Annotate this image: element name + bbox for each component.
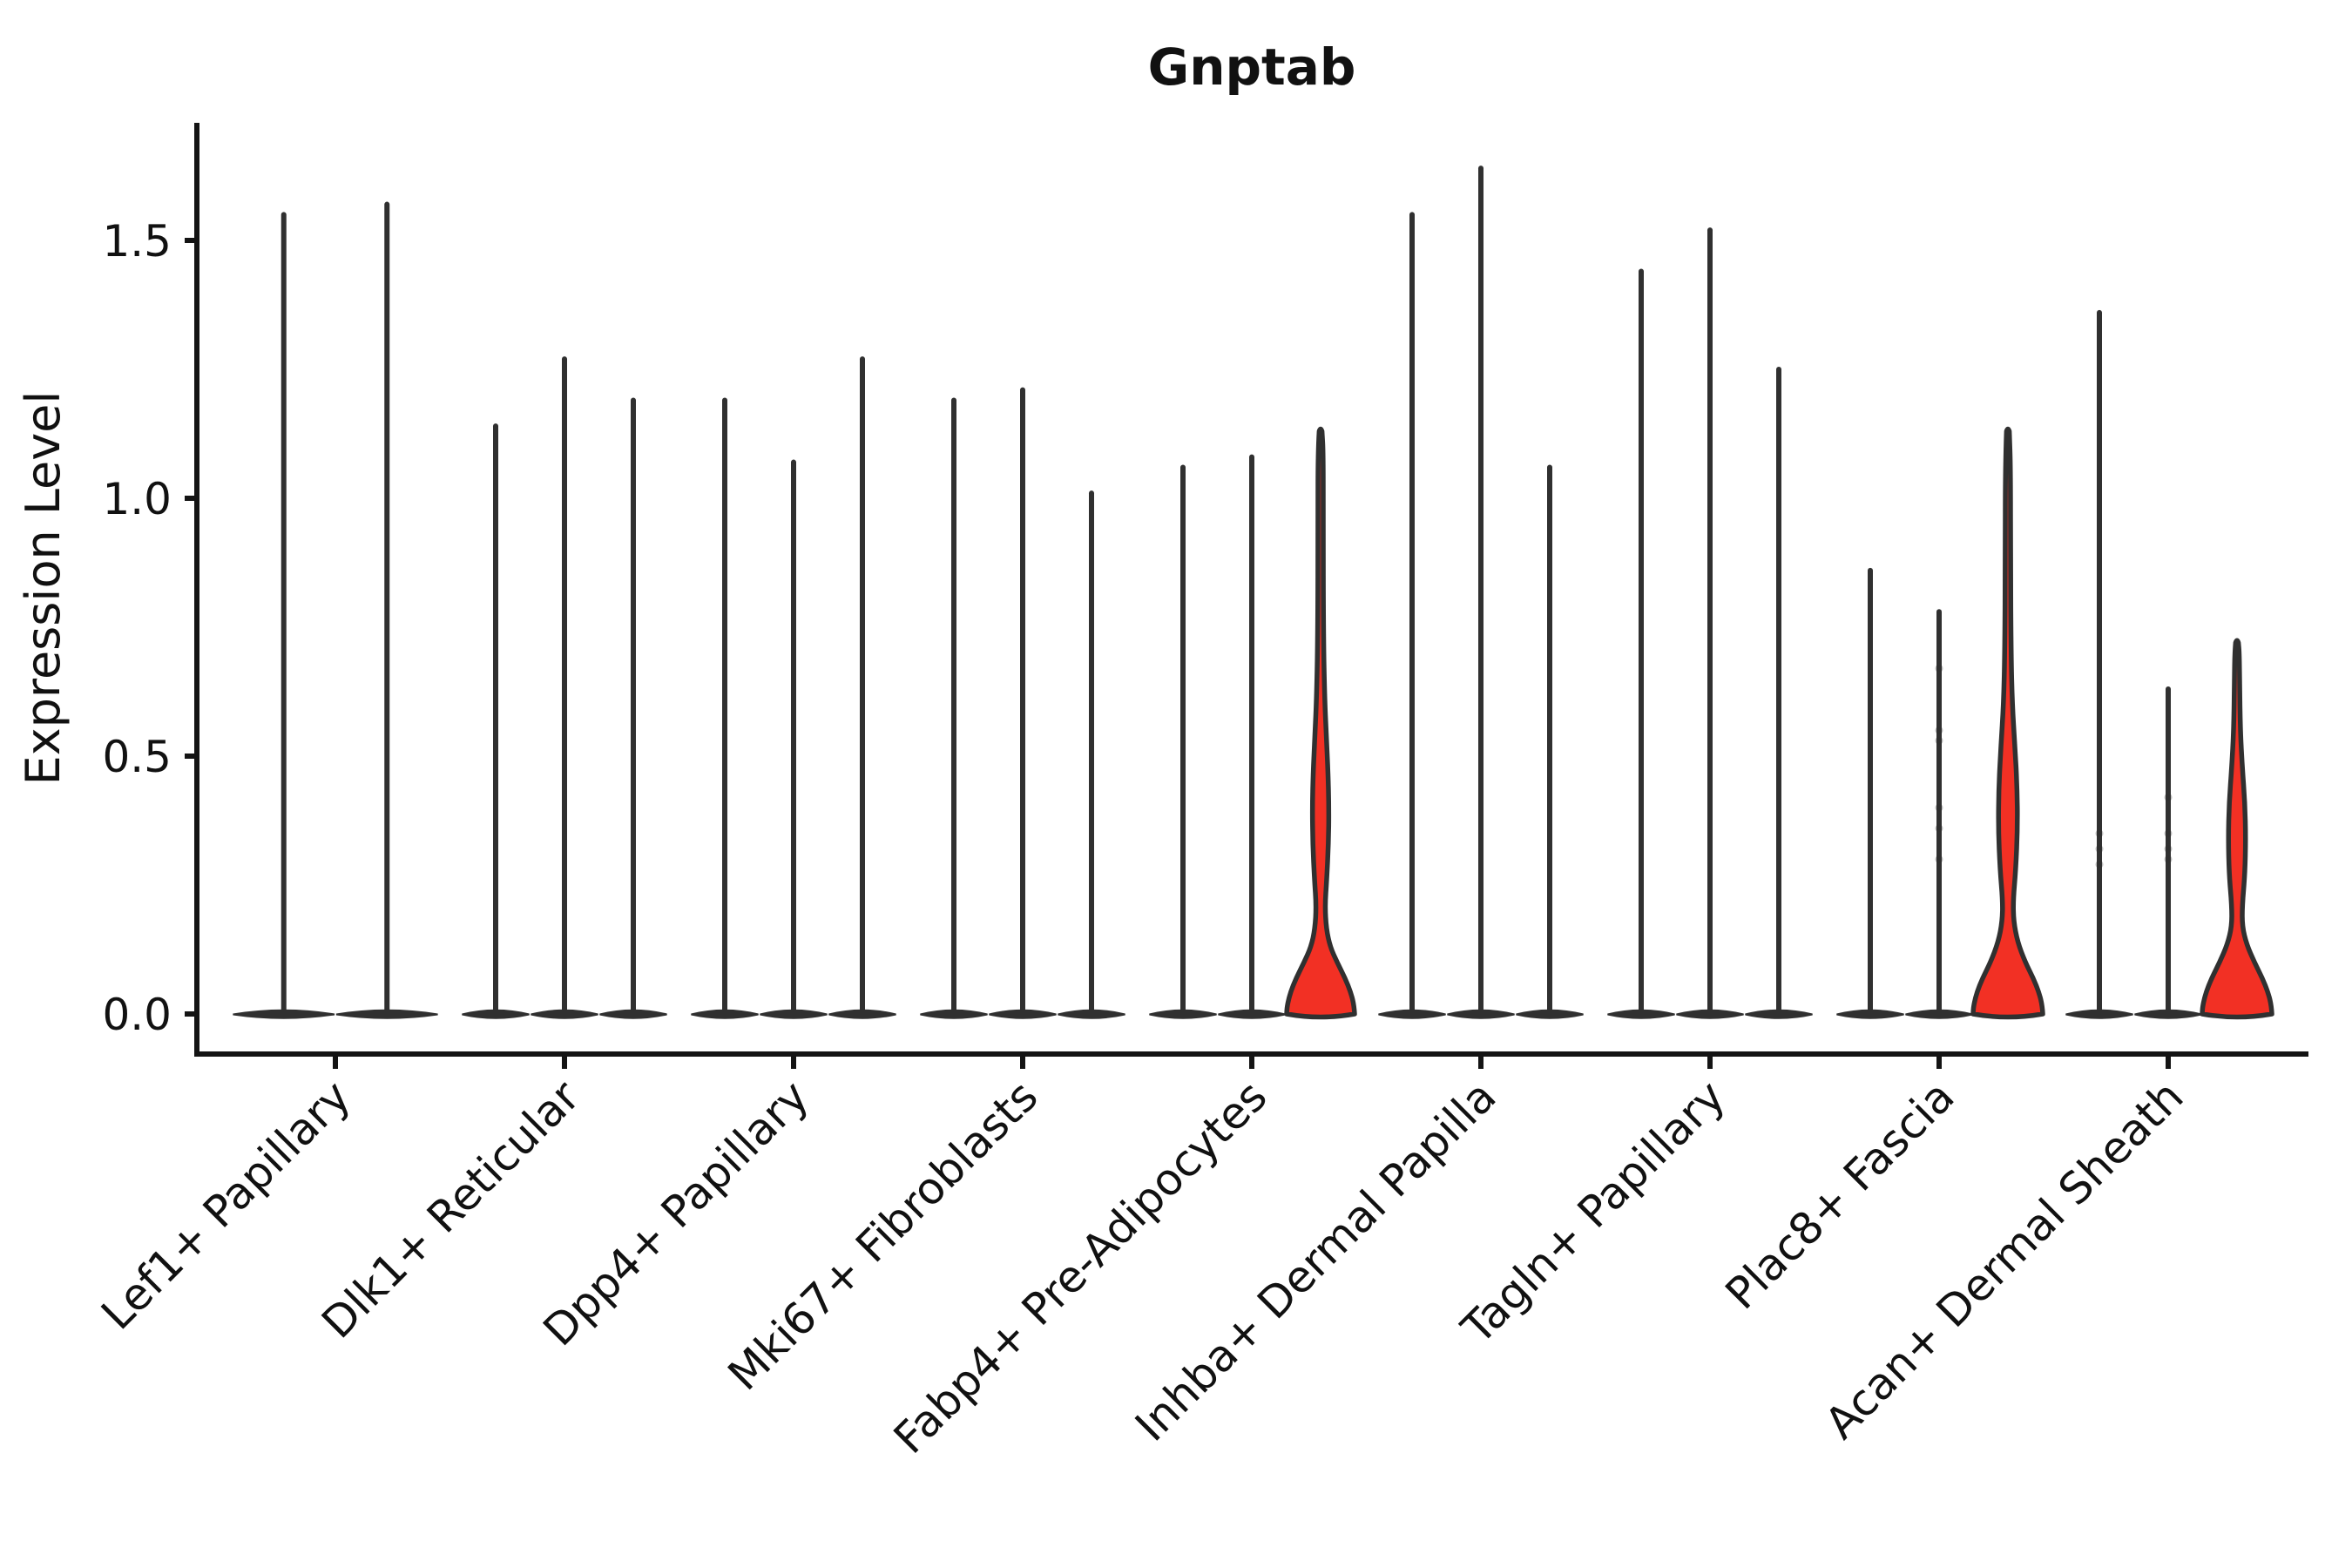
jitter-point [2095,845,2104,854]
jitter-point [1935,855,1943,863]
jitter-point [2164,855,2173,863]
jitter-point [2164,829,2173,838]
violin-4-2-highlighted [1284,426,1357,1020]
chart-title: Gnptab [1148,37,1356,97]
jitter-point [1935,736,1943,745]
jitter-point [2164,793,2173,801]
y-tick-label: 1.5 [102,216,172,267]
y-axis-label: Expression Level [16,391,71,786]
jitter-point [1935,664,1943,672]
jitter-points-layer [1935,664,2173,868]
y-tick-label: 0.5 [102,732,172,782]
y-tick-label: 0.0 [102,990,172,1040]
jitter-point [1935,726,1943,734]
jitter-point [2164,845,2173,854]
jitter-point [1935,824,1943,833]
violin-7-2-highlighted [1970,426,2045,1020]
jitter-point [1935,803,1943,812]
violins-layer [233,166,2274,1020]
violin-8-2-highlighted [2200,638,2274,1020]
x-category-label-7: Plac8+ Fascia [1716,1071,1964,1319]
x-category-label-0: Lef1+ Papillary [91,1071,360,1339]
y-tick-label: 1.0 [102,474,172,524]
jitter-point [2095,860,2104,868]
y-axis-ticks: 0.0 0.5 1.0 1.5 [102,216,197,1040]
jitter-point [2095,829,2104,838]
x-category-label-4: Fabp4+ Pre-Adipocytes [884,1071,1277,1463]
